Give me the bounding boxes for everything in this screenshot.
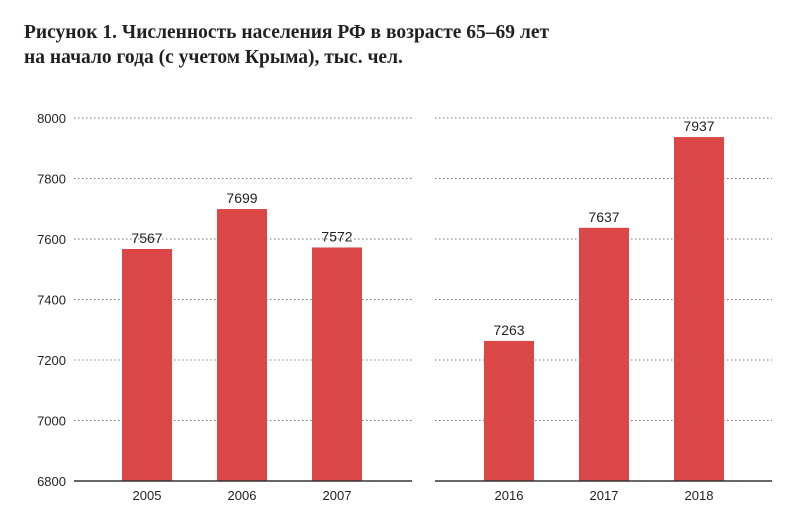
bar-2006 <box>217 209 267 482</box>
chart-title-line-1: Рисунок 1. Численность населения РФ в во… <box>24 22 550 43</box>
value-label-2007: 7572 <box>321 228 352 244</box>
x-tick-label-2016: 2016 <box>495 488 524 503</box>
bar-2005 <box>122 248 172 481</box>
value-label-2006: 7699 <box>226 190 257 206</box>
y-tick-label-7600: 7600 <box>37 232 66 247</box>
bar-2018 <box>674 137 724 481</box>
x-tick-label-2007: 2007 <box>323 488 352 503</box>
y-tick-label-8000: 8000 <box>37 111 66 126</box>
y-tick-label-7800: 7800 <box>37 172 66 187</box>
chart-title-line-2: на начало года (с учетом Крыма), тыс. че… <box>24 47 403 68</box>
x-tick-label-2006: 2006 <box>228 488 257 503</box>
y-tick-label-7200: 7200 <box>37 353 66 368</box>
y-tick-label-7000: 7000 <box>37 414 66 429</box>
x-tick-label-2017: 2017 <box>590 488 619 503</box>
x-tick-label-2018: 2018 <box>685 488 714 503</box>
value-label-2018: 7937 <box>683 118 714 134</box>
value-label-2017: 7637 <box>588 209 619 225</box>
chart-title: Рисунок 1. Численность населения РФ в во… <box>24 20 549 70</box>
y-tick-label-6800: 6800 <box>37 474 66 489</box>
value-label-2016: 7263 <box>493 322 524 338</box>
value-label-2005: 7567 <box>131 230 162 246</box>
x-tick-label-2005: 2005 <box>133 488 162 503</box>
bar-2016 <box>484 340 534 481</box>
bar-2007 <box>312 247 362 481</box>
y-tick-label-7400: 7400 <box>37 293 66 308</box>
bar-2017 <box>579 227 629 481</box>
